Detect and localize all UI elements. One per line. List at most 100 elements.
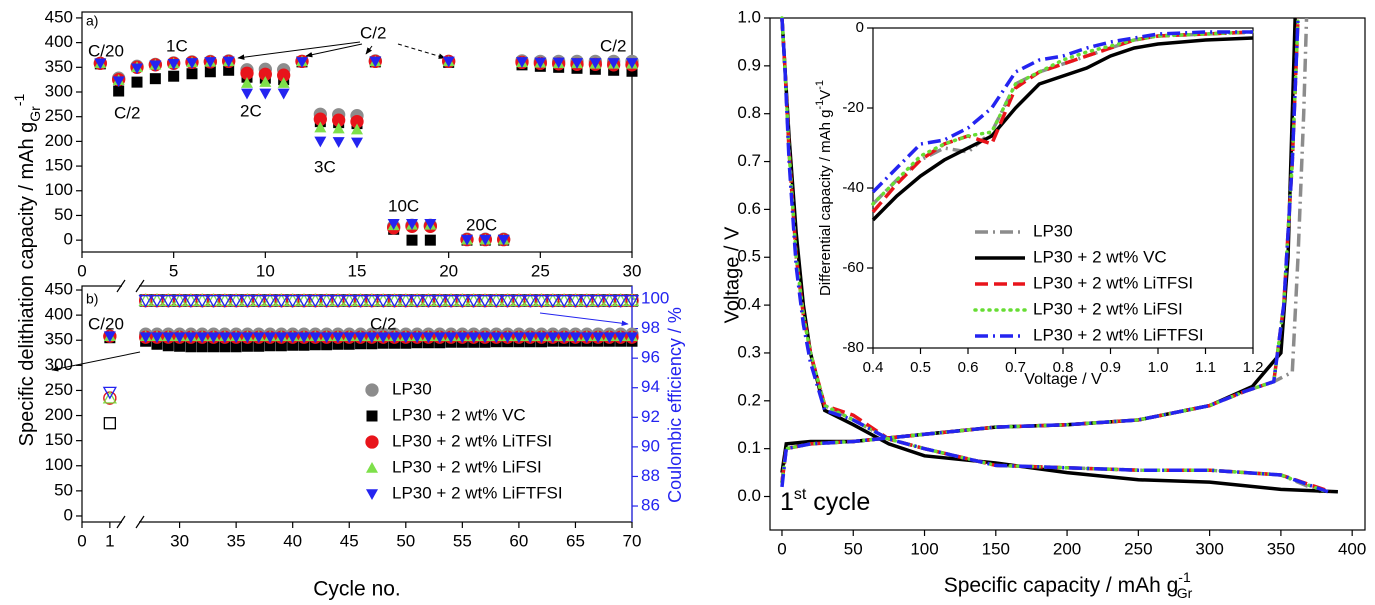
marker: [443, 295, 459, 308]
marker: [113, 85, 125, 97]
marker: [94, 58, 107, 70]
marker: [196, 332, 209, 344]
marker: [546, 332, 559, 344]
y-tick-label: 150: [45, 156, 73, 175]
annotation: 10C: [388, 196, 419, 215]
axis-break-mark: [116, 515, 126, 529]
marker: [558, 332, 571, 344]
x-tick-label: 35: [227, 531, 246, 550]
y2-tick-label: 100: [641, 288, 669, 307]
annotation: C/2: [600, 36, 626, 55]
marker: [241, 340, 253, 352]
marker: [489, 295, 504, 308]
x-tick-label: 55: [453, 531, 472, 550]
marker: [206, 295, 221, 308]
marker: [398, 295, 413, 308]
x-tick-label: 0.6: [958, 359, 979, 376]
y-tick-label: 0.9: [737, 55, 761, 74]
legend-label: LP30 + 2 wt% LiTFSI: [392, 431, 552, 450]
marker: [149, 73, 161, 85]
marker: [467, 332, 480, 344]
marker: [376, 295, 391, 308]
y2-tick-label: 98: [641, 318, 660, 337]
marker: [377, 332, 390, 344]
marker: [579, 295, 594, 308]
marker: [592, 332, 605, 344]
marker: [320, 332, 333, 344]
y-axis-label: Specific delithiation capacity / mAh gGr…: [11, 93, 43, 446]
legend-label: LP30 + 2 wt% VC: [1033, 247, 1167, 266]
marker: [103, 331, 116, 343]
y-tick-label: 0.0: [737, 486, 761, 505]
marker: [545, 295, 560, 308]
marker: [500, 295, 515, 308]
marker: [240, 295, 255, 308]
marker: [264, 340, 276, 352]
marker: [167, 59, 180, 70]
marker: [387, 219, 400, 230]
marker: [309, 332, 322, 344]
legend-marker: [366, 462, 378, 473]
annotation: 20C: [466, 215, 497, 234]
axis-break-gap: [122, 283, 139, 289]
y-tick-label: 50: [54, 205, 73, 224]
marker: [161, 295, 176, 308]
data-line: [871, 30, 1255, 206]
y-tick-label: 0.8: [737, 103, 761, 122]
marker: [343, 332, 356, 344]
marker: [321, 339, 333, 351]
marker: [204, 57, 217, 68]
marker: [251, 295, 266, 308]
marker: [607, 58, 620, 69]
marker: [274, 295, 289, 308]
x-tick-label: 50: [844, 539, 863, 558]
marker: [388, 332, 401, 344]
marker: [222, 56, 235, 68]
marker: [523, 295, 538, 308]
marker: [259, 88, 272, 100]
marker: [207, 332, 220, 344]
y-tick-label: 0.5: [737, 247, 761, 266]
x-tick-label: 1.0: [1148, 359, 1169, 376]
marker: [139, 332, 152, 344]
marker: [138, 295, 153, 308]
axis-break-mark: [116, 279, 126, 293]
marker: [332, 137, 345, 148]
x-tick-label: 200: [1053, 539, 1081, 558]
marker: [184, 332, 197, 344]
marker: [516, 57, 528, 68]
x-tick-label: 100: [910, 539, 938, 558]
marker: [626, 332, 638, 344]
marker: [568, 295, 583, 308]
marker: [571, 58, 583, 69]
x-tick-label: 5: [169, 261, 178, 280]
y-tick-label: 50: [54, 480, 73, 499]
marker: [287, 339, 299, 351]
marker: [102, 386, 117, 400]
marker: [343, 338, 355, 350]
legend-marker: [366, 410, 378, 422]
annotation-part: 1: [780, 488, 794, 516]
x-axis-label: Cycle no.: [313, 578, 401, 601]
marker: [589, 58, 602, 69]
marker: [162, 340, 174, 352]
marker: [229, 295, 244, 308]
marker: [580, 332, 593, 344]
marker: [102, 390, 117, 404]
marker: [552, 57, 565, 69]
y-tick-label: 300: [45, 81, 73, 100]
marker: [534, 295, 549, 308]
x-tick-label: 150: [982, 539, 1010, 558]
marker: [387, 295, 402, 308]
marker: [569, 332, 582, 344]
marker: [511, 295, 527, 308]
legend-label: LP30 + 2 wt% LiFTFSI: [392, 483, 563, 502]
marker: [298, 339, 310, 351]
marker: [275, 332, 288, 344]
marker: [351, 123, 363, 135]
marker: [168, 70, 180, 82]
y2-tick-label: 92: [641, 407, 660, 426]
annotation-part: cycle: [806, 488, 870, 516]
y-tick-label: 300: [45, 355, 73, 374]
x-tick-label: 30: [170, 531, 189, 550]
